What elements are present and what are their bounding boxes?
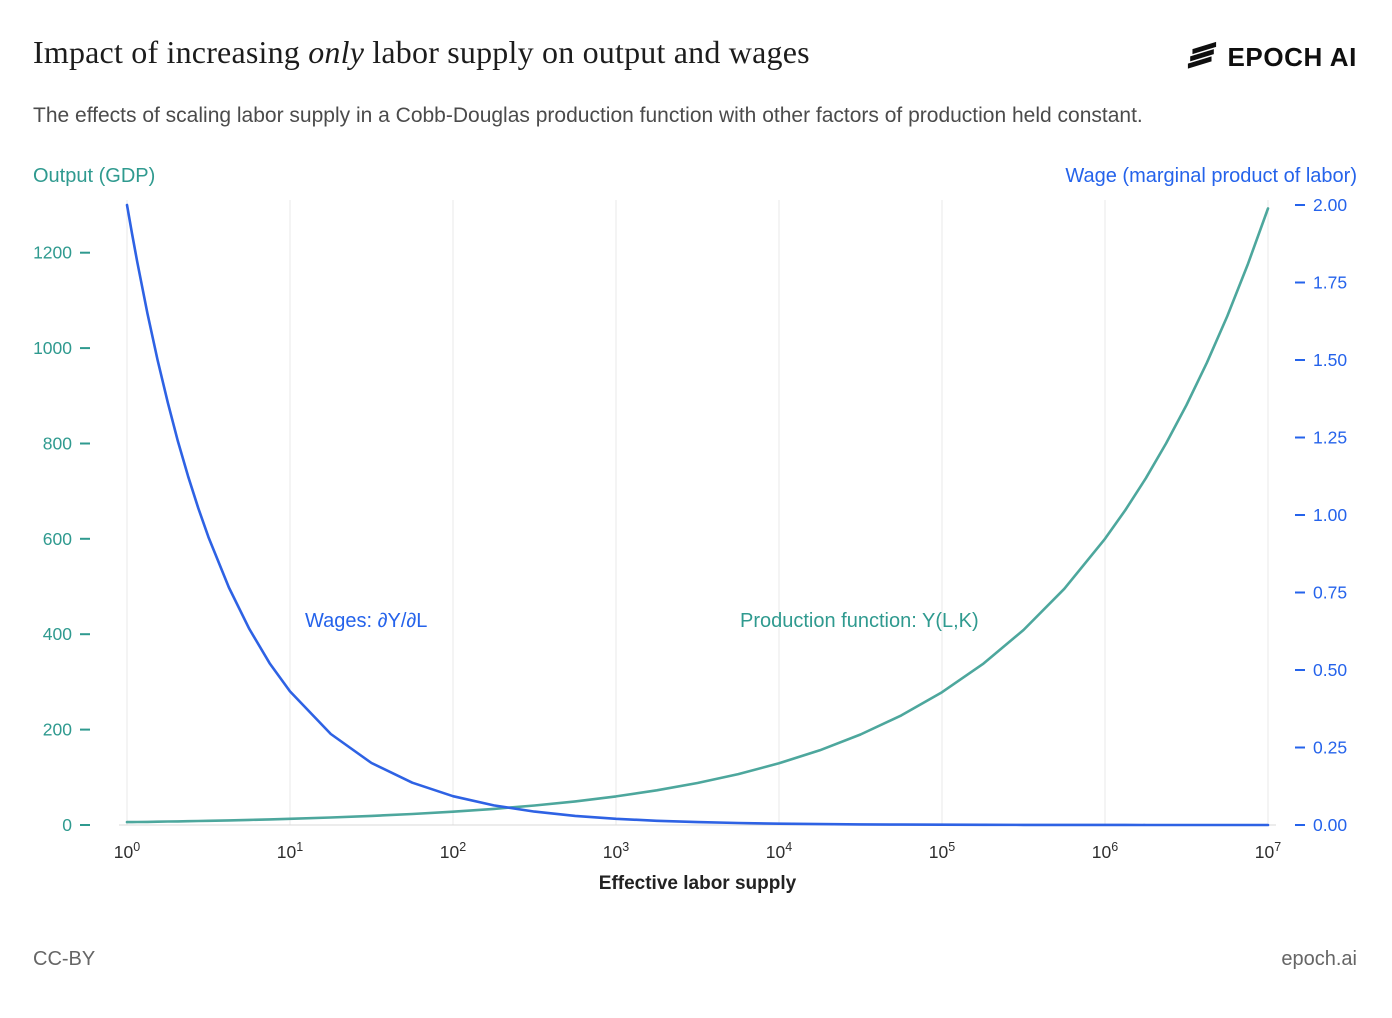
left-tick-label: 1000 — [33, 338, 72, 358]
right-tick-label: 0.75 — [1313, 583, 1347, 603]
right-axis-title: Wage (marginal product of labor) — [1065, 165, 1357, 187]
chart-title-post: labor supply on output and wages — [364, 34, 810, 70]
chart-subtitle: The effects of scaling labor supply in a… — [33, 104, 1143, 127]
left-tick-label: 1200 — [33, 243, 72, 263]
chart-title: Impact of increasing only labor supply o… — [33, 34, 810, 71]
epoch-logo[interactable]: EPOCH AI — [1187, 40, 1357, 75]
left-tick-label: 600 — [43, 529, 72, 549]
left-tick-label: 800 — [43, 434, 72, 454]
right-tick-label: 0.00 — [1313, 815, 1347, 835]
x-tick-label: 104 — [766, 840, 792, 862]
right-tick-label: 1.75 — [1313, 273, 1347, 293]
epoch-logo-text: EPOCH AI — [1227, 42, 1357, 72]
x-axis-title: Effective labor supply — [598, 873, 797, 894]
production-curve — [125, 207, 1270, 824]
wages-curve — [125, 203, 1270, 827]
right-tick-label: 0.25 — [1313, 738, 1347, 758]
epoch-logo-icon — [1187, 40, 1217, 75]
site-link[interactable]: epoch.ai — [1281, 948, 1357, 970]
left-tick-label: 200 — [43, 720, 72, 740]
right-tick-label: 1.00 — [1313, 505, 1347, 525]
production-series-label: Production function: Y(L,K) — [740, 610, 979, 632]
x-tick-label: 103 — [603, 840, 629, 862]
x-tick-label: 102 — [440, 840, 466, 862]
right-tick-label: 2.00 — [1313, 195, 1347, 215]
left-tick-label: 0 — [62, 815, 72, 835]
chart-title-italic: only — [308, 34, 365, 70]
x-tick-label: 101 — [277, 840, 303, 862]
right-tick-label: 1.25 — [1313, 428, 1347, 448]
x-tick-label: 100 — [114, 840, 140, 862]
chart-title-pre: Impact of increasing — [33, 34, 309, 70]
right-tick-label: 0.50 — [1313, 660, 1347, 680]
x-tick-label: 107 — [1255, 840, 1281, 862]
right-tick-label: 1.50 — [1313, 350, 1347, 370]
x-tick-label: 106 — [1092, 840, 1118, 862]
left-axis-title: Output (GDP) — [33, 165, 156, 187]
wages-series-label: Wages: ∂Y/∂L — [305, 610, 428, 632]
license-link[interactable]: CC-BY — [33, 948, 96, 970]
left-tick-label: 400 — [43, 624, 72, 644]
x-tick-label: 105 — [929, 840, 955, 862]
